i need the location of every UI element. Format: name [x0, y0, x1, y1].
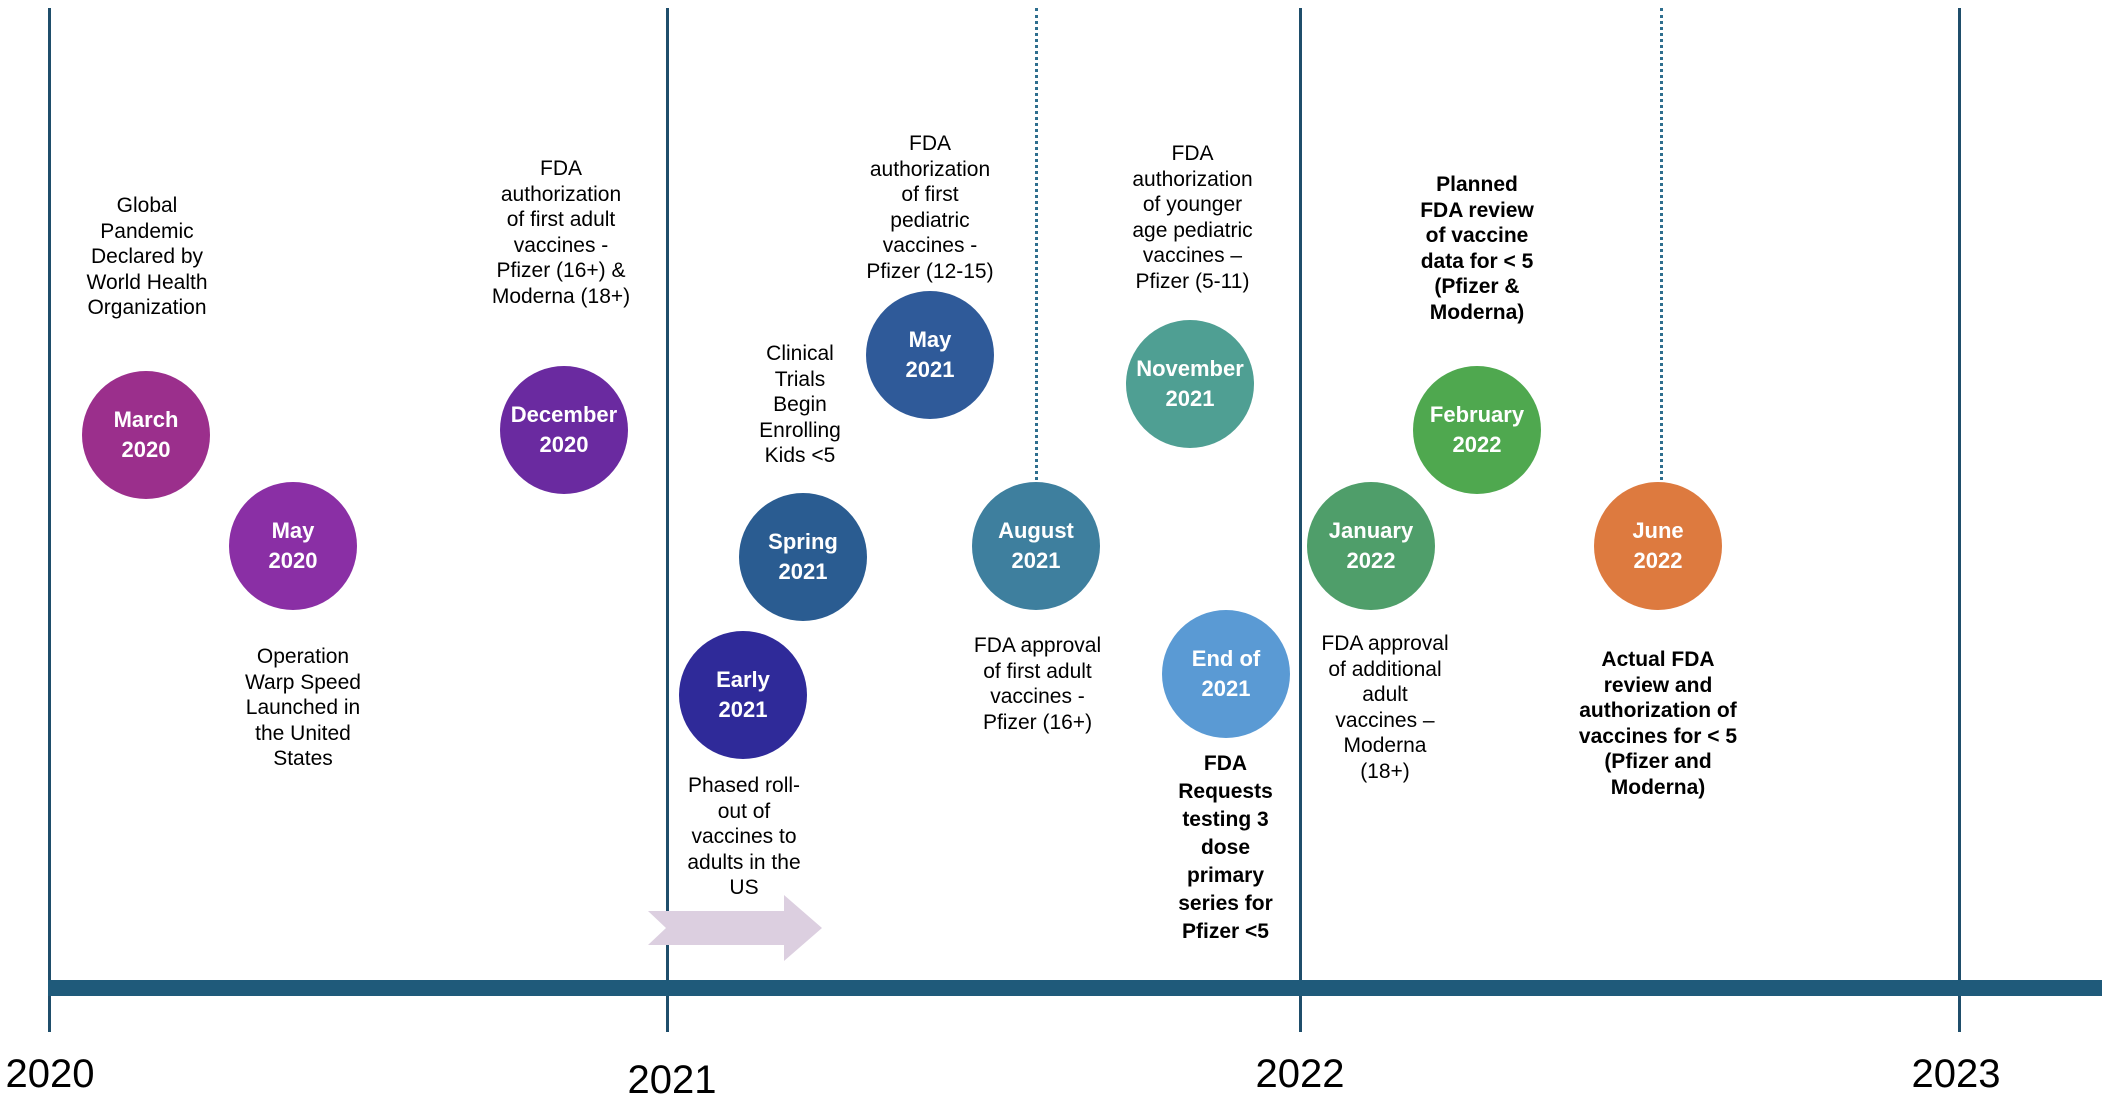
event-may-2021: May 2021 — [866, 291, 994, 419]
dotted-line-august-2021 — [1035, 8, 1038, 480]
note-december-2020: FDA authorization of first adult vaccine… — [491, 157, 631, 308]
event-december-2020-year: 2020 — [539, 432, 589, 457]
event-early-2021: Early 2021 — [679, 631, 807, 759]
note-january-2022: FDA approval of additional adult vaccine… — [1321, 632, 1449, 783]
event-march-2020-year: 2020 — [121, 437, 171, 462]
event-november-2021: November 2021 — [1126, 320, 1254, 448]
note-end-of-2021: FDA Requests testing 3 dose primary seri… — [1178, 752, 1273, 943]
event-end-of-2021: End of 2021 — [1162, 610, 1290, 738]
note-may-2021: FDA authorization of first pediatric vac… — [866, 132, 994, 283]
year-label-2020: 2020 — [5, 1052, 95, 1096]
event-march-2020: March 2020 — [82, 371, 210, 499]
note-may-2020: Operation Warp Speed Launched in the Uni… — [245, 645, 361, 770]
year-label-2022: 2022 — [1255, 1052, 1345, 1096]
note-november-2021: FDA authorization of younger age pediatr… — [1132, 142, 1253, 293]
event-end-of-2021-year: 2021 — [1201, 676, 1251, 701]
event-november-2021-month: November — [1136, 356, 1244, 381]
event-may-2020-year: 2020 — [268, 548, 318, 573]
rollout-arrow-icon — [648, 895, 822, 961]
note-early-2021: Phased roll- out of vaccines to adults i… — [687, 774, 801, 899]
event-spring-2021-month: Spring — [768, 529, 838, 554]
event-may-2020-month: May — [271, 518, 315, 543]
note-february-2022: Planned FDA review of vaccine data for <… — [1420, 173, 1534, 324]
event-february-2022: February 2022 — [1413, 366, 1541, 494]
event-may-2021-year: 2021 — [905, 357, 955, 382]
year-line-2022 — [1299, 8, 1302, 1032]
event-early-2021-year: 2021 — [718, 697, 768, 722]
event-december-2020-month: December — [510, 402, 618, 427]
note-august-2021: FDA approval of first adult vaccines - P… — [973, 634, 1102, 734]
event-spring-2021: Spring 2021 — [739, 493, 867, 621]
event-may-2021-month: May — [908, 327, 952, 352]
event-march-2020-month: March — [113, 407, 179, 432]
event-june-2022: June 2022 — [1594, 482, 1722, 610]
event-august-2021-year: 2021 — [1011, 548, 1061, 573]
year-line-2020 — [48, 8, 51, 1032]
note-march-2020: Global Pandemic Declared by World Health… — [86, 194, 208, 319]
year-label-2021: 2021 — [627, 1058, 717, 1102]
event-august-2021-month: August — [998, 518, 1074, 543]
event-january-2022-year: 2022 — [1346, 548, 1396, 573]
year-label-2023: 2023 — [1911, 1052, 2001, 1096]
year-line-2021 — [666, 8, 669, 1032]
note-spring-2021: Clinical Trials Begin Enrolling Kids <5 — [759, 342, 841, 467]
event-february-2022-month: February — [1429, 402, 1525, 427]
event-august-2021: August 2021 — [972, 482, 1100, 610]
event-january-2022-month: January — [1328, 518, 1414, 543]
event-december-2020: December 2020 — [500, 366, 628, 494]
event-spring-2021-year: 2021 — [778, 559, 828, 584]
event-january-2022: January 2022 — [1307, 482, 1435, 610]
timeline-axis — [48, 980, 2102, 996]
dotted-line-june-2022 — [1660, 8, 1663, 480]
note-june-2022: Actual FDA review and authorization of v… — [1578, 648, 1738, 799]
event-may-2020: May 2020 — [229, 482, 357, 610]
event-november-2021-year: 2021 — [1165, 386, 1215, 411]
event-end-of-2021-month: End of — [1191, 646, 1261, 671]
event-early-2021-month: Early — [716, 667, 770, 692]
event-june-2022-month: June — [1632, 518, 1684, 543]
event-february-2022-year: 2022 — [1452, 432, 1502, 457]
event-june-2022-year: 2022 — [1633, 548, 1683, 573]
year-line-2023 — [1958, 8, 1961, 1032]
